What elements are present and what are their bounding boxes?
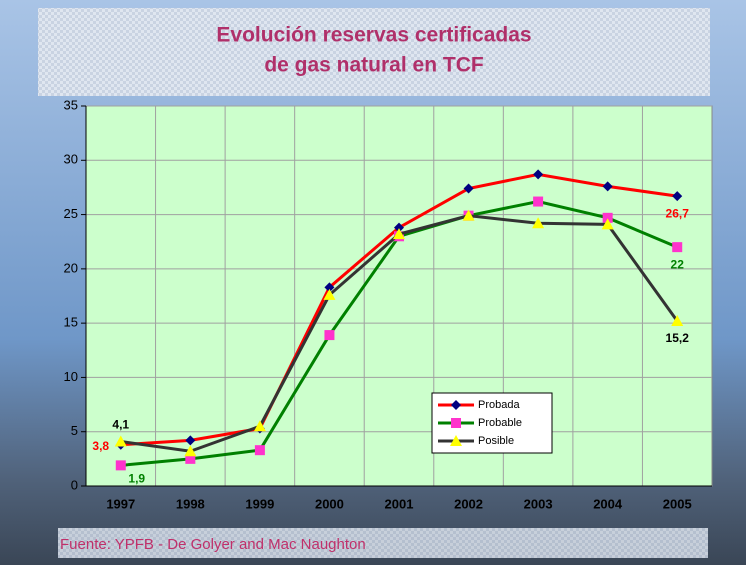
legend-label: Probada: [478, 399, 520, 411]
chart-title: de gas natural en TCF: [264, 54, 484, 77]
y-tick-label: 0: [71, 477, 78, 492]
source: Fuente: YPFB - De Golyer and Mac Naughto…: [60, 536, 366, 553]
plot-area: [86, 106, 712, 486]
value-label: 3,8: [92, 439, 109, 453]
x-tick-label: 1999: [245, 496, 274, 511]
y-tick-label: 5: [71, 423, 78, 438]
title-box: [38, 8, 710, 96]
legend-label: Posible: [478, 435, 514, 447]
value-label: 26,7: [666, 206, 690, 220]
marker: [533, 197, 543, 207]
marker: [324, 330, 334, 340]
value-label: 1,9: [128, 472, 145, 486]
y-tick-label: 30: [64, 152, 78, 167]
x-tick-label: 2001: [385, 496, 414, 511]
chart: Evolución reservas certificadas de gas n…: [0, 0, 746, 565]
x-tick-label: 2000: [315, 496, 344, 511]
y-tick-label: 20: [64, 260, 78, 275]
x-tick-label: 2002: [454, 496, 483, 511]
marker: [672, 242, 682, 252]
x-tick-label: 1998: [176, 496, 205, 511]
y-tick-label: 35: [64, 97, 78, 112]
value-label: 4,1: [112, 418, 129, 432]
marker: [255, 445, 265, 455]
x-tick-label: 2005: [663, 496, 692, 511]
x-tick-label: 2003: [524, 496, 553, 511]
value-label: 15,2: [666, 331, 690, 345]
legend-marker: [451, 418, 461, 428]
y-tick-label: 10: [64, 369, 78, 384]
value-label: 22: [671, 257, 685, 271]
y-tick-label: 25: [64, 206, 78, 221]
chart-title: Evolución reservas certificadas: [216, 24, 531, 47]
x-tick-label: 1997: [106, 496, 135, 511]
y-tick-label: 15: [64, 315, 78, 330]
marker: [116, 460, 126, 470]
legend-label: Probable: [478, 417, 522, 429]
x-tick-label: 2004: [593, 496, 623, 511]
